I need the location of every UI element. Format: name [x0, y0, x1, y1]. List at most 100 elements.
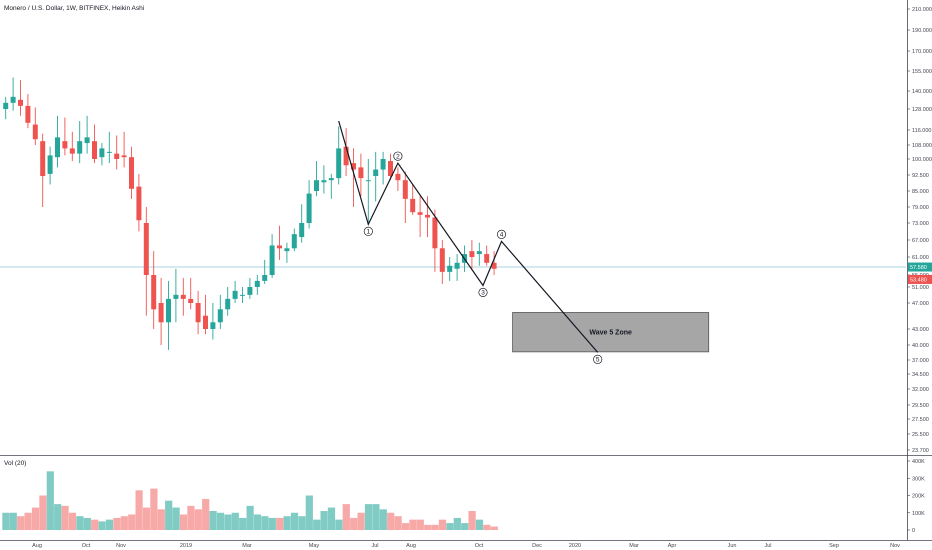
price-axis[interactable]: 210.000 190.000 170.000 155.000 140.000 128.0… — [907, 7, 932, 534]
volume-bar — [224, 514, 232, 530]
volume-bar — [187, 505, 195, 530]
candle-body — [40, 141, 46, 177]
volume-bar — [424, 524, 432, 530]
candle-body — [269, 245, 275, 275]
time-tick-label: Dec — [532, 543, 542, 549]
candle-body — [151, 275, 157, 310]
price-tick-label: 37.000 — [912, 358, 929, 364]
volume-bar — [31, 507, 40, 530]
volume-bar — [483, 524, 491, 530]
time-tick-label: Sep — [829, 543, 839, 549]
candle-body — [158, 303, 164, 323]
price-tick-label: 116.000 — [912, 128, 931, 134]
volume-bar — [135, 490, 143, 530]
wave-label-circle — [593, 354, 603, 364]
candle-body — [328, 178, 334, 181]
candle-body — [343, 146, 349, 166]
candle-body — [62, 141, 68, 149]
volume-bar — [350, 517, 358, 530]
time-tick-label: Aug — [32, 543, 42, 549]
price-tick-label: 27.500 — [912, 417, 929, 423]
volume-bar — [298, 516, 306, 530]
volume-bar — [475, 519, 484, 530]
volume-bar — [209, 511, 217, 530]
price-tick-label: 61.000 — [912, 255, 929, 261]
candle-body — [210, 322, 216, 329]
volume-bar — [216, 512, 225, 530]
price-tick-label: 51.000 — [912, 285, 929, 291]
volume-bar — [46, 471, 54, 530]
wave-label-3: 3 — [481, 290, 485, 297]
candle-body — [432, 217, 438, 249]
volume-bar — [342, 504, 350, 530]
candle-body — [476, 251, 482, 255]
volume-bar — [313, 519, 321, 530]
candle-body — [336, 148, 342, 179]
candle-body — [77, 141, 83, 154]
price-tick-label: 23.700 — [912, 448, 929, 454]
candle-body — [299, 223, 305, 238]
price-tick-label: 32.000 — [912, 387, 929, 393]
candle-body — [314, 180, 319, 191]
volume-bar — [401, 523, 410, 530]
volume-label: Vol (20) — [4, 460, 26, 467]
wave-label-circle — [393, 151, 403, 161]
volume-bar — [157, 509, 165, 530]
price-tick-label: 40.000 — [912, 343, 929, 349]
volume-bar — [54, 504, 62, 530]
candle-body — [425, 214, 430, 218]
volume-bar — [438, 519, 447, 530]
wave-label-2: 2 — [396, 153, 400, 160]
volume-bar — [372, 504, 380, 530]
candle-body — [469, 251, 475, 257]
candle-body — [358, 167, 364, 179]
price-tick-label: 100.000 — [912, 157, 932, 163]
candle-body — [225, 298, 231, 310]
volume-bar — [2, 512, 10, 530]
wave-5-zone-box — [512, 312, 710, 353]
price-tick-label: 190.000 — [912, 28, 932, 34]
volume-bar — [409, 519, 417, 530]
candle-body — [454, 262, 460, 269]
volume-tick-label: 400K — [912, 459, 925, 465]
volume-bar — [9, 512, 17, 530]
volume-bar — [128, 514, 136, 530]
candle-body — [380, 159, 386, 170]
candle-body — [491, 262, 497, 269]
price-tick-label: 128.000 — [912, 107, 932, 113]
volume-bar — [327, 507, 336, 530]
volume-bar — [68, 512, 77, 530]
price-tick-label: 170.000 — [912, 49, 932, 55]
price-tick-label: 85.000 — [912, 189, 929, 195]
time-tick-label: Nov — [890, 543, 900, 549]
volume-bar — [253, 514, 262, 530]
candle-body — [136, 186, 142, 221]
volume-bar — [150, 488, 158, 530]
time-tick-label: Nov — [116, 543, 126, 549]
low-price-tag — [908, 274, 932, 284]
volume-bar — [283, 516, 291, 530]
candle-body — [410, 198, 416, 213]
candle-body — [306, 193, 312, 223]
volume-bar — [461, 523, 469, 530]
volume-bar — [61, 505, 69, 530]
volume-bar — [105, 519, 114, 530]
candle-body — [203, 315, 208, 329]
candle-body — [240, 294, 245, 296]
price-tick-label: 155.000 — [912, 69, 932, 75]
candle-body — [417, 212, 423, 215]
candle-body — [180, 294, 186, 299]
volume-bar — [290, 512, 299, 530]
price-tick-label: 210.000 — [912, 7, 932, 13]
volume-tick-label: 200K — [912, 494, 925, 500]
volume-bar — [394, 516, 402, 530]
volume-bar — [468, 511, 476, 530]
candle-body — [99, 148, 105, 158]
current-price-tag — [908, 262, 932, 272]
volume-bar — [364, 504, 373, 530]
time-tick-label: Mar — [242, 543, 252, 549]
candle-body — [18, 99, 23, 106]
volume-bar — [357, 512, 365, 530]
time-axis[interactable]: Aug Oct Nov 2019 Mar May Jul Aug Oct Dec 2020 Mar Ap… — [32, 543, 900, 549]
price-tick-label: 92.500 — [912, 173, 929, 179]
